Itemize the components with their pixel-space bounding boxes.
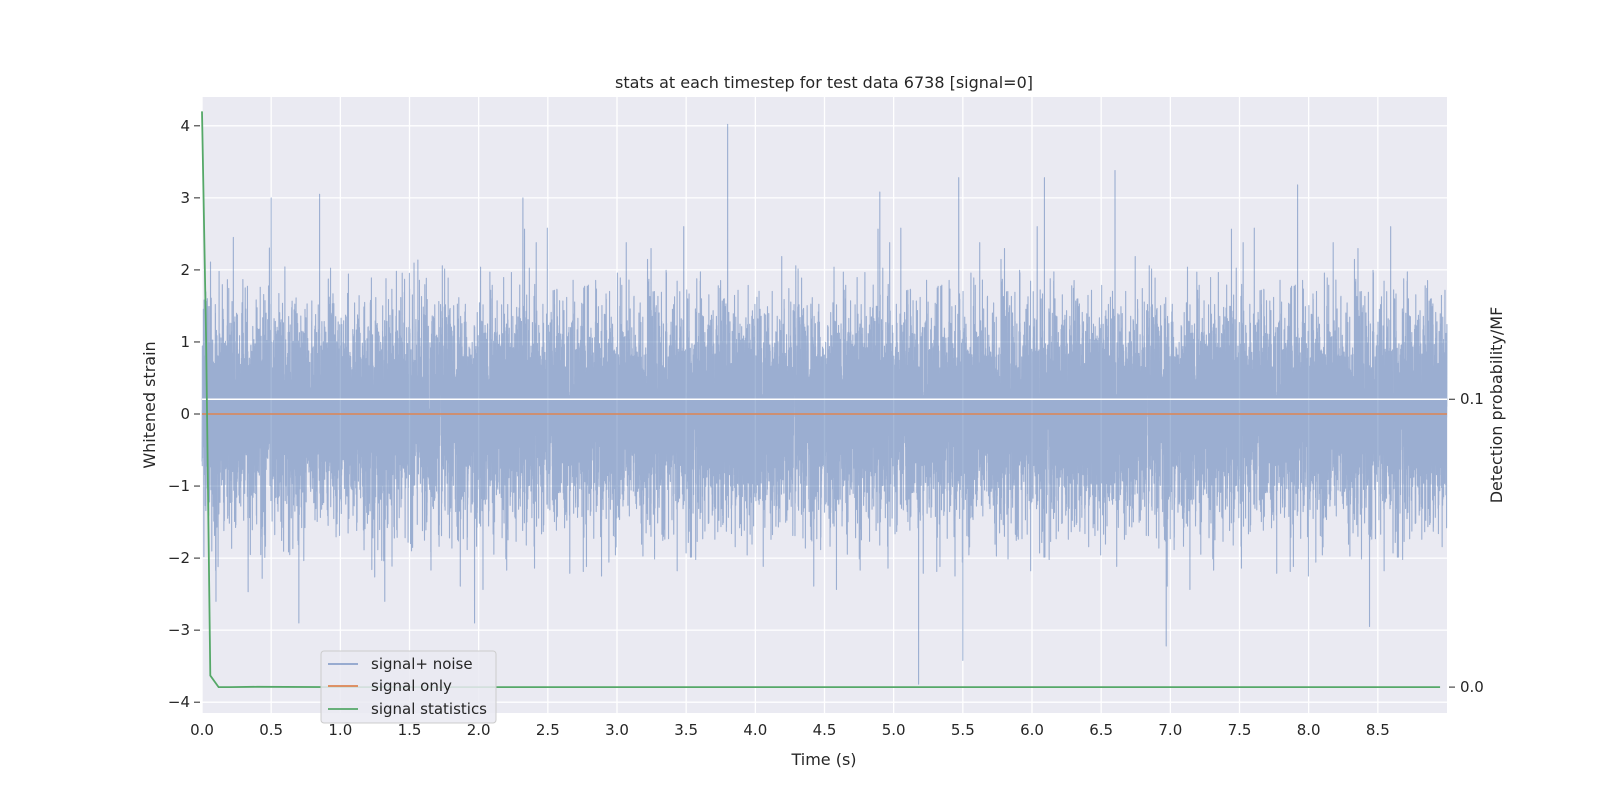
legend-label-signal-statistics: signal statistics [371,700,487,718]
y-axis-ticks: 4 3 2 1 0 −1 −2 −3 −4 [168,117,200,711]
x-tick-label: 0.0 [190,721,214,739]
x-tick-label: 6.5 [1089,721,1113,739]
y-tick-label: 1 [180,333,190,351]
x-tick-label: 1.0 [328,721,352,739]
legend-label-signal-noise: signal+ noise [371,655,473,673]
y-tick-label: 3 [180,189,190,207]
legend: signal+ noise signal only signal statist… [320,650,497,724]
right-axis-ticks: 0.1 0.0 [1449,390,1484,696]
x-axis-ticks: 0.0 0.5 1.0 1.5 2.0 2.5 3.0 3.5 4.0 4.5 5.0 5.5 6.0 6… [190,721,1390,739]
right-tick-label: 0.0 [1460,678,1484,696]
y-tick-label: 4 [180,117,190,135]
x-tick-label: 7.0 [1158,721,1182,739]
x-tick-label: 7.5 [1228,721,1252,739]
signal-noise-series [201,123,1448,685]
x-tick-label: 5.0 [882,721,906,739]
x-tick-label: 1.5 [398,721,422,739]
x-tick-label: 0.5 [259,721,283,739]
chart-title: stats at each timestep for test data 673… [615,73,1033,92]
right-y-axis-label: Detection probability/MF [1487,307,1506,504]
x-tick-label: 5.5 [951,721,975,739]
y-tick-label: −4 [168,693,190,711]
x-tick-label: 3.0 [605,721,629,739]
y-tick-label: 0 [180,405,190,423]
right-tick-label: 0.1 [1460,390,1484,408]
x-tick-label: 2.0 [467,721,491,739]
x-tick-label: 6.0 [1020,721,1044,739]
x-tick-label: 2.5 [536,721,560,739]
x-axis-label: Time (s) [790,750,856,769]
x-tick-label: 3.5 [674,721,698,739]
y-tick-label: −1 [168,477,190,495]
x-tick-label: 8.5 [1366,721,1390,739]
x-tick-label: 8.0 [1297,721,1321,739]
y-tick-label: −2 [168,549,190,567]
y-tick-label: 2 [180,261,190,279]
x-tick-label: 4.5 [813,721,837,739]
legend-box [320,650,497,724]
x-tick-label: 4.0 [743,721,767,739]
y-axis-label: Whitened strain [140,341,159,468]
y-tick-label: −3 [168,621,190,639]
legend-label-signal-only: signal only [371,677,452,695]
signal-noise-line [201,123,1448,685]
